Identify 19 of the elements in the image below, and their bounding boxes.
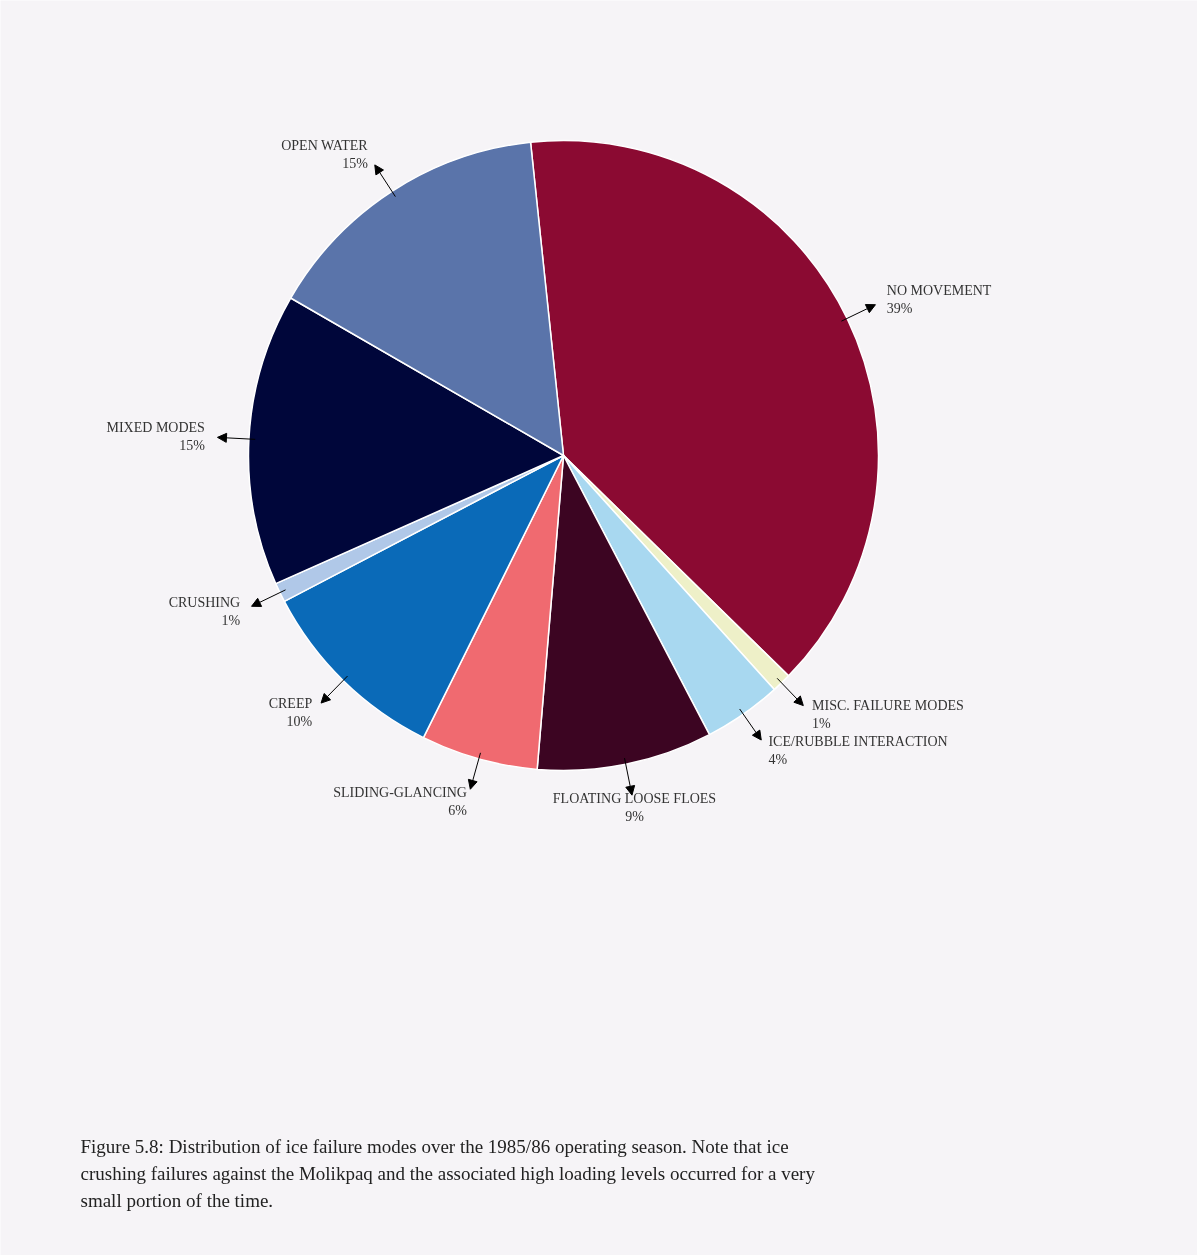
slice-label: CREEP: [268, 695, 313, 711]
slice-label: MISC. FAILURE MODES: [812, 698, 964, 714]
slice-label: SLIDING-GLANCING: [333, 784, 467, 800]
data-label: 4%: [768, 751, 788, 767]
data-label: 15%: [342, 155, 369, 171]
data-label: 9%: [625, 809, 645, 825]
slice-label: ICE/RUBBLE INTERACTION: [768, 733, 948, 749]
data-label: 1%: [221, 613, 241, 629]
slice-label: FLOATING LOOSE FLOES: [552, 791, 717, 807]
slice-label: NO MOVEMENT: [886, 282, 992, 298]
caption: Figure 5.8: Distribution of ice failure modes over the 1985/86 operating season. Note that ice crushing failures against the Molikpaq and the associated high loading levels occurred for a very small portion of the time.: [80, 1135, 816, 1212]
data-label: 10%: [286, 713, 313, 729]
data-label: 15%: [179, 438, 206, 454]
data-label: 6%: [448, 802, 468, 818]
slice-label: MIXED MODES: [106, 420, 205, 436]
data-label: 39%: [886, 300, 913, 316]
data-label: 1%: [812, 716, 832, 732]
slice-label: CRUSHING: [168, 595, 241, 611]
slice-label: OPEN WATER: [281, 137, 369, 153]
